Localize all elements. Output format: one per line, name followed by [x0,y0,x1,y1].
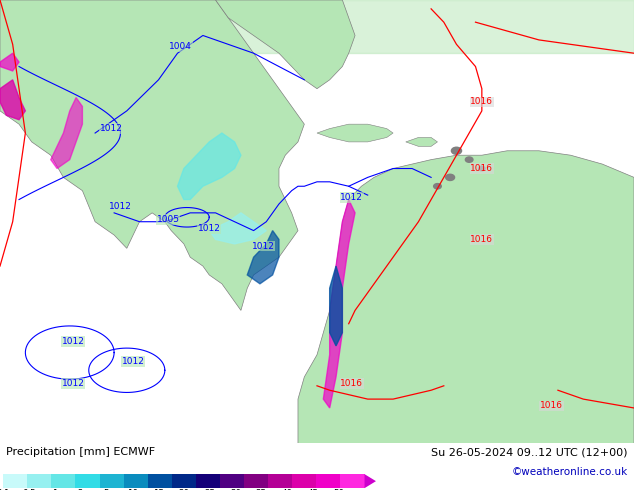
Text: 30: 30 [230,489,241,490]
Bar [27,474,51,488]
Text: 1016: 1016 [470,235,493,244]
Polygon shape [0,80,25,120]
Polygon shape [0,0,304,311]
Text: 1016: 1016 [340,379,363,388]
Text: 10: 10 [127,489,138,490]
Text: 15: 15 [153,489,164,490]
Polygon shape [406,138,437,147]
Text: 25: 25 [204,489,215,490]
Text: 1016: 1016 [470,164,493,173]
Bar [340,474,365,488]
Text: 1016: 1016 [540,401,563,410]
Polygon shape [0,53,19,71]
Polygon shape [298,151,634,443]
Bar [292,474,316,488]
Bar [124,474,148,488]
Bar [316,474,340,488]
Text: 1: 1 [52,489,58,490]
Bar [51,474,75,488]
Text: 45: 45 [307,489,318,490]
Bar [100,474,124,488]
Text: 50: 50 [333,489,344,490]
Circle shape [465,157,473,162]
Text: 0.1: 0.1 [0,489,10,490]
Circle shape [451,147,462,154]
Polygon shape [178,133,241,199]
Polygon shape [51,98,82,169]
Bar [172,474,196,488]
Text: 40: 40 [281,489,293,490]
Polygon shape [216,0,355,89]
Text: 1012: 1012 [198,224,221,233]
Text: 20: 20 [178,489,190,490]
Text: 1012: 1012 [61,379,84,388]
Circle shape [479,166,485,171]
Text: 1012: 1012 [61,337,84,346]
Polygon shape [323,199,355,408]
Text: 1016: 1016 [470,98,493,106]
Polygon shape [365,474,376,488]
Bar [244,474,268,488]
Polygon shape [209,213,266,244]
Text: 0.5: 0.5 [22,489,36,490]
Bar [148,474,172,488]
Polygon shape [247,231,279,284]
Text: 2: 2 [78,489,83,490]
Text: 1012: 1012 [122,357,145,366]
Text: 5: 5 [104,489,109,490]
Bar [268,474,292,488]
Text: 1012: 1012 [100,124,122,133]
Polygon shape [317,124,393,142]
Text: 1005: 1005 [157,215,179,224]
Text: ©weatheronline.co.uk: ©weatheronline.co.uk [512,467,628,477]
Bar [220,474,244,488]
Text: 1004: 1004 [169,42,192,51]
Text: 1012: 1012 [340,193,363,202]
Text: 35: 35 [256,489,267,490]
Circle shape [434,184,441,189]
Circle shape [446,174,455,180]
Bar [3,474,27,488]
Polygon shape [330,266,342,346]
Text: Su 26-05-2024 09..12 UTC (12+00): Su 26-05-2024 09..12 UTC (12+00) [431,447,628,457]
Bar [75,474,100,488]
Bar [196,474,220,488]
Text: Precipitation [mm] ECMWF: Precipitation [mm] ECMWF [6,447,155,457]
Text: 1012: 1012 [109,202,132,211]
Text: 1012: 1012 [252,242,275,250]
